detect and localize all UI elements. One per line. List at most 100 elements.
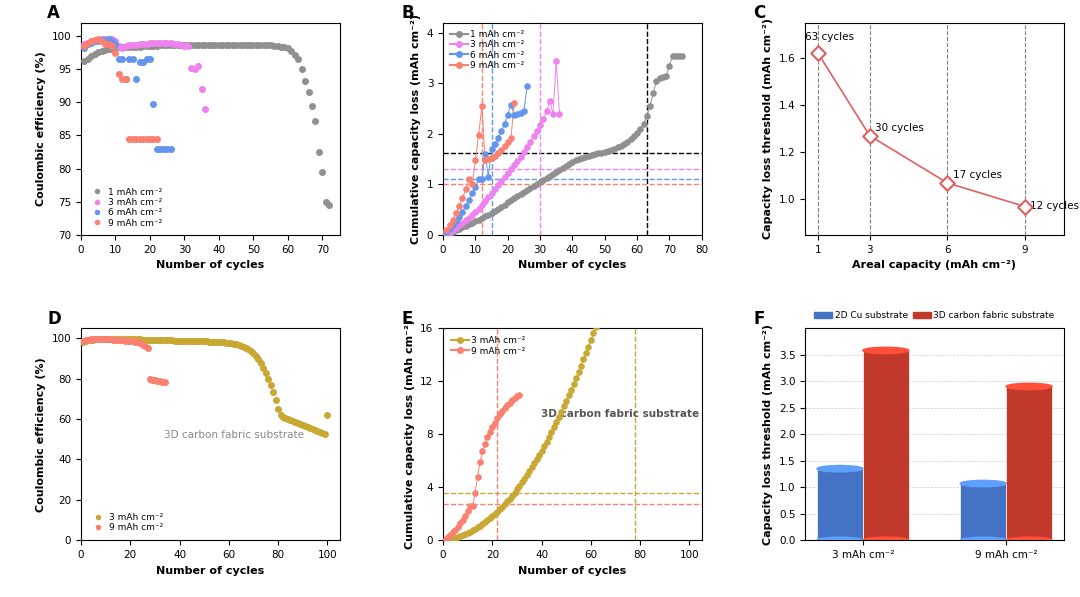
Point bbox=[609, 143, 626, 152]
Point bbox=[211, 337, 228, 347]
Point bbox=[570, 367, 588, 377]
Point bbox=[625, 131, 643, 141]
Point bbox=[471, 457, 488, 467]
Point bbox=[473, 200, 490, 210]
Point bbox=[512, 152, 529, 161]
Point bbox=[486, 151, 503, 161]
Point bbox=[599, 287, 617, 296]
Point bbox=[136, 341, 153, 350]
Point bbox=[118, 74, 135, 84]
Point bbox=[79, 39, 96, 49]
Point bbox=[496, 403, 513, 413]
Point bbox=[145, 99, 162, 108]
Point bbox=[139, 343, 157, 353]
Point bbox=[590, 315, 607, 325]
Point bbox=[469, 472, 486, 481]
Point bbox=[197, 40, 214, 50]
Point bbox=[109, 336, 126, 345]
Point bbox=[109, 334, 126, 344]
Point bbox=[228, 40, 245, 50]
Point bbox=[129, 335, 146, 344]
Text: 12 cycles: 12 cycles bbox=[1030, 201, 1079, 211]
Point bbox=[162, 144, 179, 153]
Point bbox=[447, 226, 464, 235]
Point bbox=[134, 39, 151, 49]
Ellipse shape bbox=[863, 537, 908, 543]
Point bbox=[491, 410, 509, 419]
Point bbox=[622, 217, 639, 226]
Point bbox=[478, 516, 496, 525]
X-axis label: Areal capacity (mAh cm⁻²): Areal capacity (mAh cm⁻²) bbox=[852, 260, 1016, 270]
Text: E: E bbox=[402, 310, 413, 328]
Point bbox=[134, 340, 151, 349]
X-axis label: Number of cycles: Number of cycles bbox=[518, 260, 626, 270]
Point bbox=[86, 36, 104, 46]
Point bbox=[505, 161, 523, 170]
Point bbox=[460, 220, 477, 229]
Point bbox=[151, 336, 168, 345]
Point bbox=[138, 39, 156, 49]
Point bbox=[173, 40, 190, 50]
Point bbox=[307, 426, 324, 435]
Point bbox=[554, 164, 571, 173]
Text: 30 cycles: 30 cycles bbox=[875, 123, 923, 133]
Point bbox=[467, 488, 484, 497]
Point bbox=[651, 73, 669, 83]
Point bbox=[309, 426, 326, 436]
Point bbox=[149, 376, 166, 386]
Point bbox=[171, 336, 188, 346]
Point bbox=[541, 171, 558, 181]
Point bbox=[198, 337, 215, 346]
Point bbox=[76, 41, 93, 51]
Point bbox=[93, 35, 110, 44]
Point bbox=[482, 427, 499, 436]
Point bbox=[582, 336, 599, 345]
Point bbox=[502, 100, 519, 109]
Point bbox=[457, 529, 474, 538]
Point bbox=[444, 215, 461, 224]
Point bbox=[79, 38, 96, 47]
Point bbox=[90, 334, 107, 344]
Point bbox=[258, 41, 275, 50]
Point bbox=[127, 134, 145, 143]
Point bbox=[457, 511, 474, 521]
Point bbox=[156, 144, 173, 153]
Point bbox=[649, 119, 666, 128]
Point bbox=[92, 334, 109, 344]
Point bbox=[522, 183, 539, 193]
Point bbox=[622, 134, 639, 144]
Point bbox=[80, 336, 97, 345]
Point bbox=[460, 174, 477, 184]
Point bbox=[861, 131, 878, 141]
Point bbox=[107, 36, 124, 45]
Point bbox=[538, 106, 555, 116]
Y-axis label: Coulombic efficiency (%): Coulombic efficiency (%) bbox=[36, 51, 46, 206]
Point bbox=[79, 38, 96, 47]
Point bbox=[166, 336, 184, 346]
Point bbox=[437, 534, 455, 543]
Point bbox=[141, 335, 159, 344]
Point bbox=[455, 515, 472, 525]
Point bbox=[535, 114, 552, 124]
Point bbox=[99, 334, 117, 344]
Point bbox=[645, 88, 662, 98]
Point bbox=[224, 40, 241, 50]
Point bbox=[530, 450, 548, 460]
Point bbox=[193, 84, 211, 94]
Point bbox=[486, 184, 503, 194]
Point bbox=[505, 393, 523, 403]
Point bbox=[104, 44, 121, 53]
Point bbox=[457, 201, 474, 211]
Point bbox=[476, 196, 494, 206]
Point bbox=[463, 180, 481, 189]
Point bbox=[545, 423, 563, 432]
Point bbox=[314, 167, 332, 177]
Point bbox=[124, 42, 141, 51]
Point bbox=[494, 406, 511, 416]
Point bbox=[190, 61, 207, 70]
Point bbox=[437, 226, 455, 235]
Point bbox=[87, 335, 105, 344]
Point bbox=[563, 385, 580, 395]
Point bbox=[124, 54, 141, 64]
Point bbox=[603, 145, 620, 155]
